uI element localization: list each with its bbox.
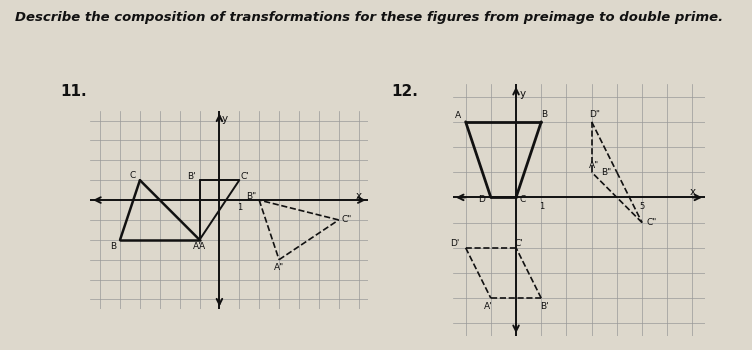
Text: D': D' [450,239,459,248]
Text: B: B [541,110,547,119]
Text: A": A" [274,263,284,272]
Text: A': A' [193,242,202,251]
Text: 1: 1 [538,203,544,211]
Text: D: D [478,195,485,204]
Text: x: x [690,187,696,197]
Text: B': B' [187,172,196,181]
Text: B': B' [540,302,548,311]
Text: A': A' [484,302,493,311]
Text: y: y [222,114,228,124]
Text: y: y [520,89,526,99]
Text: 11.: 11. [60,84,86,99]
Text: C: C [129,171,135,180]
Text: Describe the composition of transformations for these figures from preimage to d: Describe the composition of transformati… [15,10,723,23]
Text: C: C [520,195,526,204]
Text: B: B [110,242,116,251]
Text: x: x [356,191,362,201]
Text: C': C' [241,172,250,181]
Text: A": A" [589,161,599,170]
Text: C": C" [647,218,656,227]
Text: 12.: 12. [391,84,418,99]
Text: C": C" [341,216,351,224]
Text: C': C' [514,239,523,248]
Text: B": B" [601,168,611,177]
Text: 5: 5 [639,203,644,211]
Text: 1: 1 [237,203,242,212]
Text: D": D" [589,110,599,119]
Text: B": B" [247,192,256,201]
Text: A: A [199,242,205,251]
Text: A: A [455,111,461,120]
